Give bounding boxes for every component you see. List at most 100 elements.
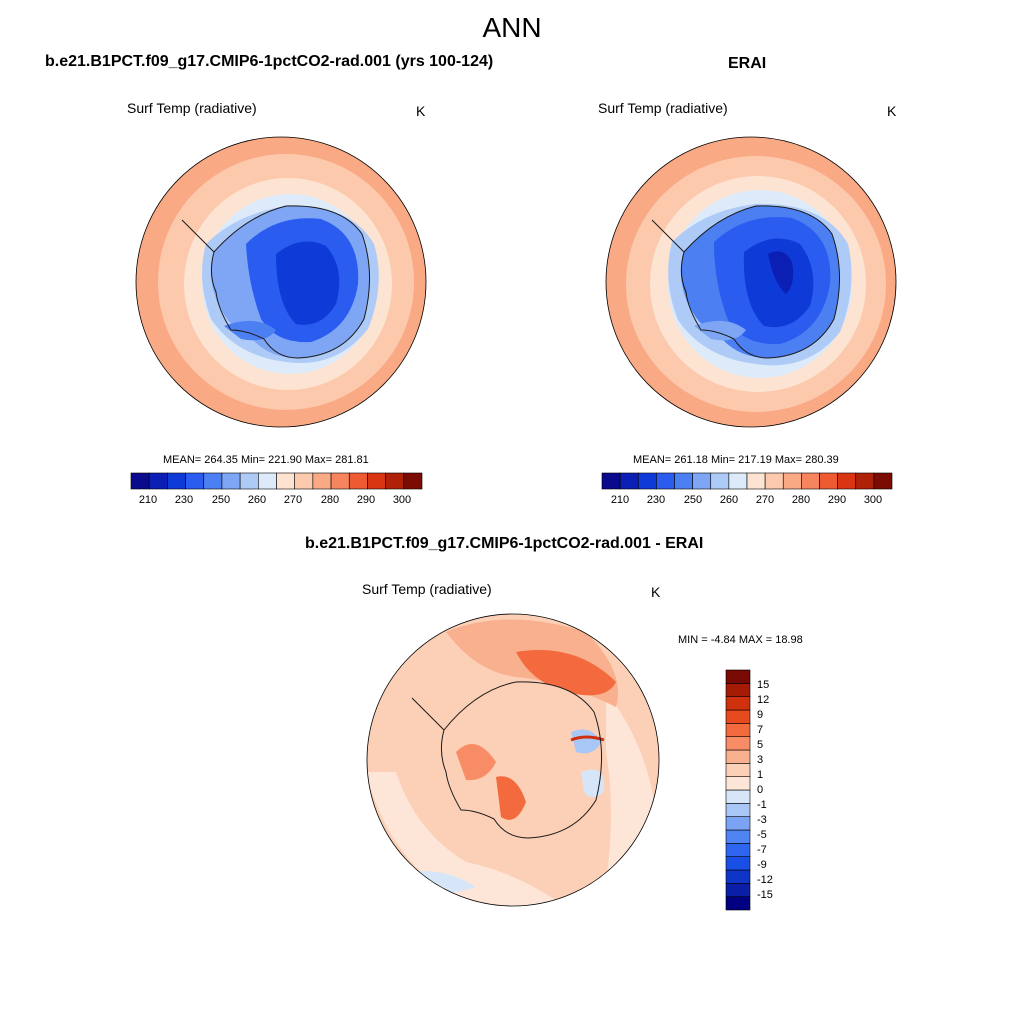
cbar-tick: -1 bbox=[757, 799, 767, 811]
colorbar-swatch bbox=[725, 803, 751, 817]
cbar-tick: 15 bbox=[757, 679, 770, 691]
panel-model-title: b.e21.B1PCT.f09_g17.CMIP6-1pctCO2-rad.00… bbox=[45, 53, 494, 70]
colorbar-swatch bbox=[710, 472, 730, 490]
colorbar-swatch bbox=[619, 472, 639, 490]
cbar-tick: 280 bbox=[320, 494, 340, 506]
cbar-tick: 230 bbox=[174, 494, 194, 506]
coastline bbox=[181, 205, 370, 359]
colorbar-swatch bbox=[725, 856, 751, 871]
diff-near-zero-west bbox=[367, 772, 566, 906]
panel-diff-stats: MIN = -4.84 MAX = 18.98 bbox=[678, 634, 803, 646]
colorbar-swatch bbox=[601, 472, 621, 490]
panel-model-variable: Surf Temp (radiative) bbox=[127, 100, 257, 116]
panel-diff-variable: Surf Temp (radiative) bbox=[362, 581, 492, 597]
colorbar-swatch bbox=[367, 472, 386, 490]
colorbar-swatch bbox=[801, 472, 820, 490]
panel-diff-colorbar bbox=[725, 669, 751, 911]
panel-diff-map bbox=[366, 613, 660, 907]
colorbar-swatch bbox=[385, 472, 405, 490]
colorbar-swatch bbox=[348, 472, 368, 490]
colorbar-swatch bbox=[330, 472, 350, 490]
antarctica-interior bbox=[276, 241, 340, 325]
cbar-tick: 290 bbox=[356, 494, 376, 506]
colorbar-swatch bbox=[258, 472, 277, 490]
colorbar-swatch bbox=[167, 472, 186, 490]
diff-antarctica bbox=[440, 681, 602, 838]
cbar-tick: 270 bbox=[283, 494, 303, 506]
colorbar-swatch bbox=[692, 472, 712, 490]
colorbar-swatch bbox=[239, 472, 259, 490]
colorbar-swatch bbox=[294, 472, 314, 490]
cbar-tick: 210 bbox=[138, 494, 158, 506]
colorbar-swatch bbox=[725, 829, 751, 844]
cbar-tick: 12 bbox=[757, 694, 770, 706]
antarctica-dome bbox=[768, 251, 794, 294]
panel-obs-colorbar bbox=[601, 472, 893, 490]
colorbar-swatch bbox=[725, 749, 751, 764]
panel-diff-title: b.e21.B1PCT.f09_g17.CMIP6-1pctCO2-rad.00… bbox=[305, 535, 704, 552]
colorbar-swatch bbox=[203, 472, 223, 490]
colorbar-swatch bbox=[728, 472, 748, 490]
cbar-tick: 250 bbox=[683, 494, 703, 506]
map-boundary bbox=[135, 136, 427, 428]
coastline bbox=[651, 205, 840, 359]
panel-model-stats: MEAN= 264.35 Min= 221.90 Max= 281.81 bbox=[163, 454, 369, 466]
colorbar-swatch bbox=[725, 869, 751, 884]
antarctica-ross-region bbox=[694, 320, 746, 341]
cbar-tick: 260 bbox=[247, 494, 267, 506]
cbar-tick: 9 bbox=[757, 709, 764, 721]
cbar-tick: 280 bbox=[791, 494, 811, 506]
panel-model-map bbox=[135, 136, 427, 428]
colorbar-swatch bbox=[221, 472, 241, 490]
diff-hot-patch-west bbox=[456, 744, 496, 781]
colorbar-swatch bbox=[725, 723, 751, 737]
colorbar-swatch bbox=[855, 472, 875, 490]
panel-obs-title: ERAI bbox=[728, 55, 767, 72]
colorbar-swatch bbox=[725, 776, 751, 791]
map-boundary bbox=[366, 613, 660, 907]
cbar-tick: 260 bbox=[719, 494, 739, 506]
colorbar-swatch bbox=[674, 472, 693, 490]
page-title: ANN bbox=[482, 12, 542, 43]
panel-model-colorbar bbox=[130, 472, 423, 490]
cbar-tick: 1 bbox=[757, 769, 764, 781]
colorbar-swatch bbox=[725, 883, 751, 897]
colorbar-swatch bbox=[725, 816, 751, 831]
cbar-tick: -12 bbox=[757, 874, 773, 886]
cbar-tick: 5 bbox=[757, 739, 764, 751]
colorbar-swatch bbox=[130, 472, 150, 490]
panel-model-units: K bbox=[416, 103, 426, 119]
cbar-tick: 3 bbox=[757, 754, 764, 766]
colorbar-swatch bbox=[637, 472, 657, 490]
coastline bbox=[411, 681, 602, 839]
colorbar-swatch bbox=[873, 472, 893, 490]
colorbar-swatch bbox=[782, 472, 802, 490]
cbar-tick: -7 bbox=[757, 844, 767, 856]
colorbar-swatch bbox=[725, 763, 751, 777]
colorbar-swatch bbox=[403, 472, 423, 490]
cbar-tick: -9 bbox=[757, 859, 767, 871]
cbar-tick: -3 bbox=[757, 814, 767, 826]
cbar-tick: 0 bbox=[757, 784, 764, 796]
colorbar-swatch bbox=[764, 472, 784, 490]
cbar-tick: 250 bbox=[211, 494, 231, 506]
colorbar-swatch bbox=[725, 736, 751, 751]
map-boundary bbox=[605, 136, 897, 428]
colorbar-swatch bbox=[725, 696, 751, 711]
panel-obs-stats: MEAN= 261.18 Min= 217.19 Max= 280.39 bbox=[633, 454, 839, 466]
cbar-tick: 210 bbox=[610, 494, 630, 506]
cbar-tick: 270 bbox=[755, 494, 775, 506]
cbar-tick: 7 bbox=[757, 724, 764, 736]
cbar-tick: -15 bbox=[757, 889, 773, 901]
diff-hot-north bbox=[516, 650, 616, 696]
panel-obs-variable: Surf Temp (radiative) bbox=[598, 100, 728, 116]
cbar-tick: 290 bbox=[827, 494, 847, 506]
colorbar-swatch bbox=[148, 472, 168, 490]
antarctica-ross-region bbox=[224, 320, 276, 341]
colorbar-swatch bbox=[725, 669, 751, 684]
cbar-tick: 300 bbox=[863, 494, 883, 506]
cbar-tick: 230 bbox=[646, 494, 666, 506]
colorbar-swatch bbox=[725, 789, 751, 804]
colorbar-swatch bbox=[819, 472, 838, 490]
diff-hot-streak bbox=[570, 735, 605, 742]
